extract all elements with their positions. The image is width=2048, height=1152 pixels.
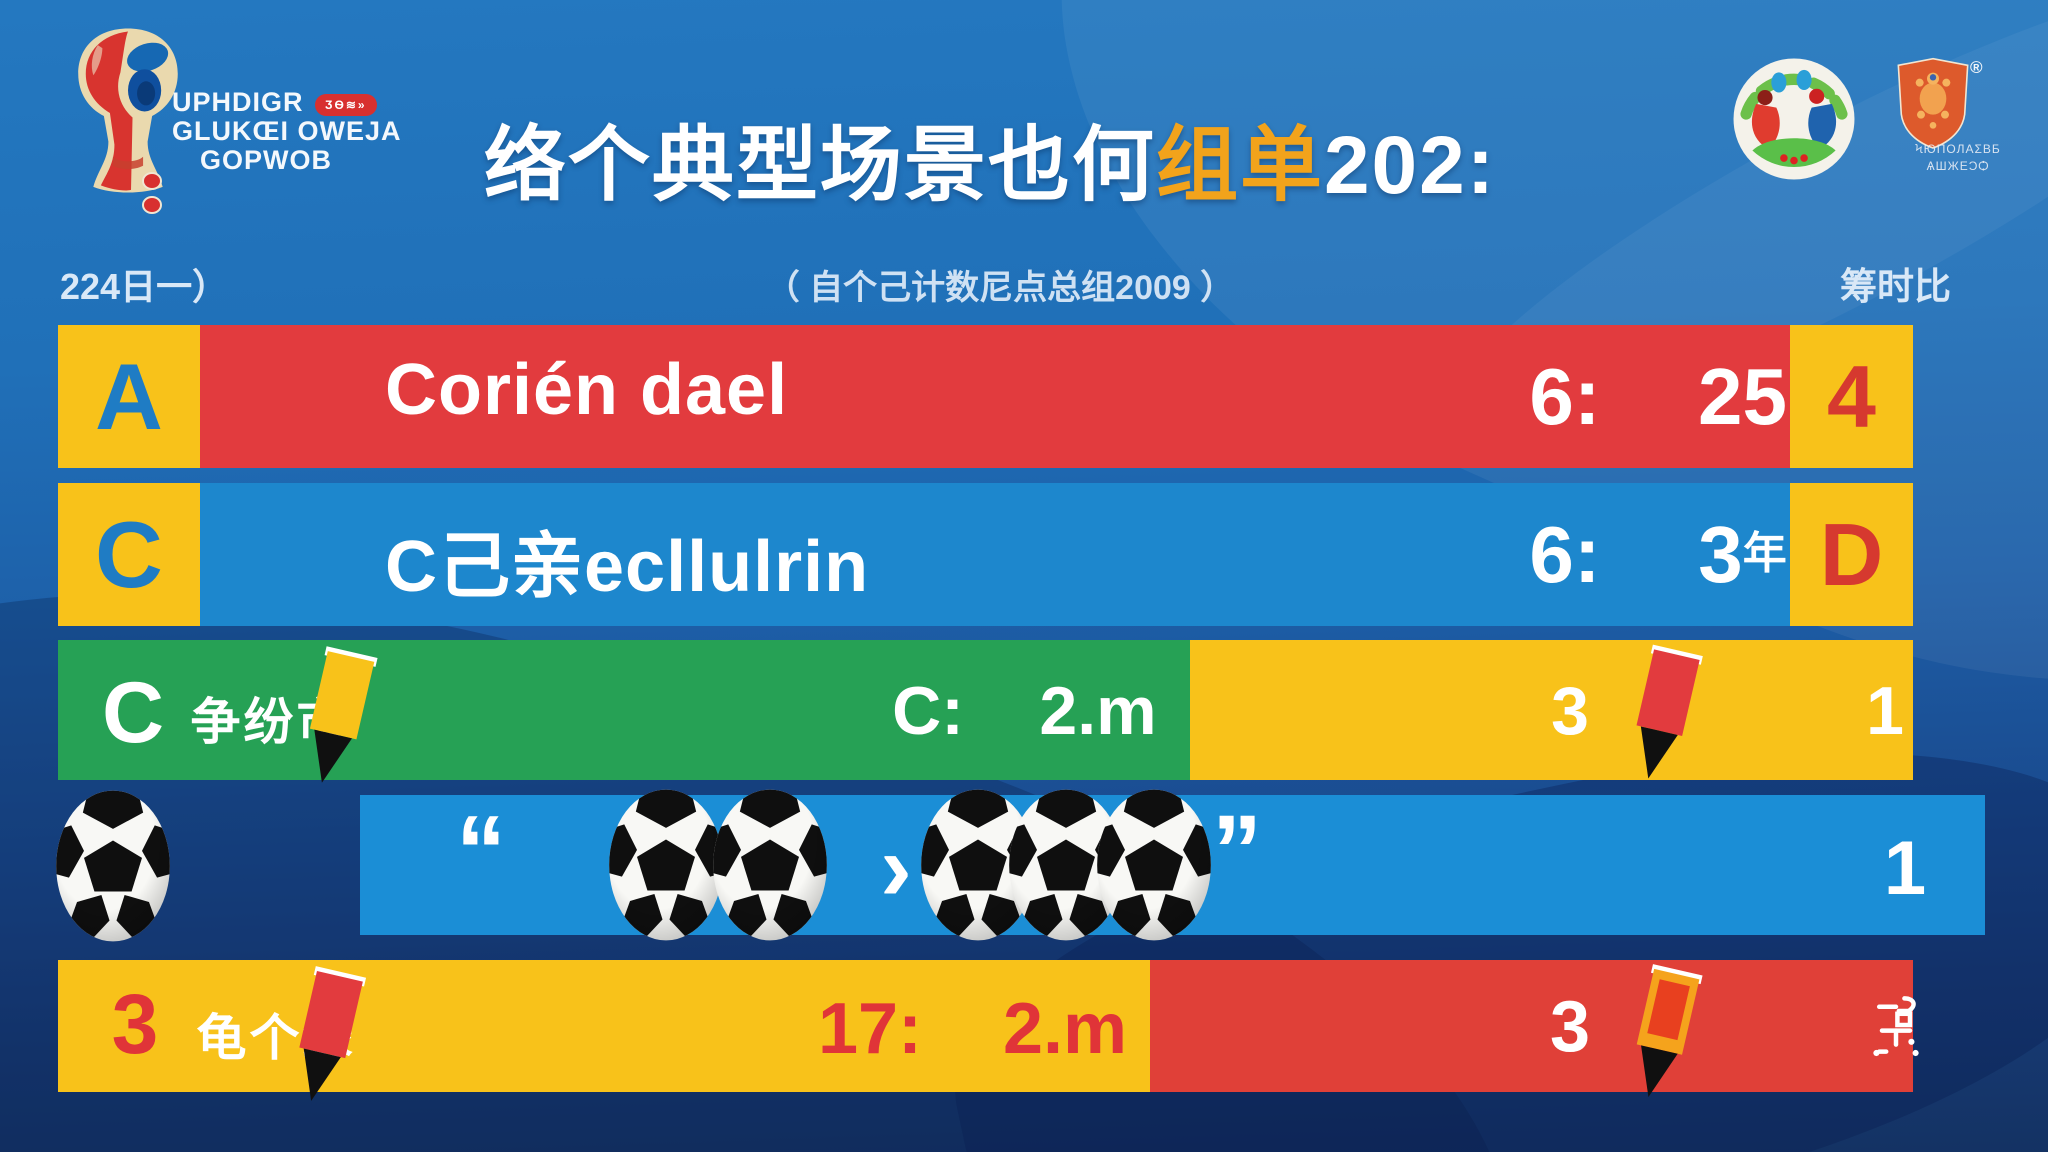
group-letter-cell: A bbox=[58, 325, 200, 468]
team-name: Corién dael bbox=[385, 350, 789, 430]
subheader-right-label: 筹时比 bbox=[1840, 266, 1951, 307]
federation-crest-logo bbox=[1897, 57, 1969, 149]
score-suffix: 年 bbox=[1742, 529, 1787, 578]
row-number: 3 bbox=[111, 977, 159, 1071]
soccer-ball-icon bbox=[1096, 787, 1212, 943]
soccer-ball-icon bbox=[55, 788, 171, 944]
open-quote: “ bbox=[456, 795, 506, 907]
score-left: 6: bbox=[1529, 510, 1601, 599]
yellow-card-icon bbox=[301, 642, 381, 792]
title-accent: 组单 bbox=[1155, 120, 1324, 211]
arrow-icon: › bbox=[880, 814, 912, 921]
time-right: 2.m bbox=[1002, 989, 1128, 1069]
row-badge: 4 bbox=[1827, 346, 1876, 446]
score-right: 25 bbox=[1698, 352, 1787, 441]
brand-text: UPHDIGR GLUKŒI OWEJA GOPWOB bbox=[172, 88, 402, 175]
row-badge-cell: D bbox=[1790, 483, 1913, 626]
registered-mark: ® bbox=[1970, 58, 1983, 77]
red-card-icon bbox=[1628, 640, 1706, 788]
stat-right: 2.m bbox=[1039, 673, 1157, 749]
table-row-group-a: A Corién dael 6: 25 4 bbox=[58, 325, 1913, 468]
row-bar-yellow: 3 龟个绿 17: 2.m bbox=[58, 960, 1150, 1092]
row-bar-balls: “ › ” 1 bbox=[360, 795, 1985, 935]
card-count: 3 bbox=[1551, 673, 1589, 749]
row-tail-value: 1 bbox=[1883, 826, 1927, 911]
row-tail-value: 1 bbox=[1866, 673, 1904, 749]
mini-badge-icon bbox=[142, 172, 162, 214]
row-letter: C bbox=[101, 665, 165, 761]
close-quote: ” bbox=[1212, 795, 1262, 907]
score-number: 3 bbox=[1698, 510, 1743, 599]
orange-card-icon bbox=[1628, 960, 1706, 1106]
row-bar: C己亲ecllulrin 6: 3年 bbox=[200, 483, 1790, 626]
time-left: 17: bbox=[817, 989, 923, 1069]
score-left: 6: bbox=[1529, 352, 1601, 441]
brand-badge: ӠѲ≋» bbox=[315, 94, 377, 116]
title-white: 络个典型场景也何 bbox=[483, 120, 1156, 211]
row-bar-yellow: 3 1 bbox=[1190, 640, 1913, 780]
referee-icon bbox=[1873, 996, 1919, 1057]
group-letter: A bbox=[95, 343, 163, 449]
score-right: 3年 bbox=[1655, 509, 1830, 601]
brand-line-3: GOPWOB bbox=[200, 145, 332, 175]
crest-caption-2: ѦШЖЕϽѺ bbox=[1926, 159, 1990, 173]
table-row-cards: C 争纷市 C: 2.m 3 1 bbox=[58, 640, 1913, 780]
row-bar-green: C 争纷市 C: 2.m bbox=[58, 640, 1190, 780]
table-row-group-c: C C己亲ecllulrin 6: 3年 D bbox=[58, 483, 1913, 626]
brand-line-1: UPHDIGR bbox=[172, 87, 304, 117]
title-suffix: 202: bbox=[1323, 120, 1497, 211]
page-title: 络个典型场景也何组单202: bbox=[400, 98, 1580, 217]
soccer-ball-icon bbox=[608, 787, 724, 943]
stat-left: C: bbox=[892, 673, 964, 749]
row-badge: D bbox=[1819, 504, 1884, 604]
card-count: 3 bbox=[1549, 987, 1591, 1067]
row-bar: Corién dael 6: 25 bbox=[200, 325, 1790, 468]
team-name: C己亲ecllulrin bbox=[385, 527, 870, 607]
group-letter: C bbox=[95, 501, 163, 607]
euro-tournament-logo bbox=[1733, 58, 1855, 180]
soccer-ball-icon bbox=[712, 787, 828, 943]
red-card-icon bbox=[290, 962, 370, 1110]
crest-caption-1: ϞЮПОЛАΣВБ bbox=[1915, 142, 2001, 156]
subheader-left-label: 224日一） bbox=[60, 266, 229, 307]
group-letter-cell: C bbox=[58, 483, 200, 626]
row-badge-cell: 4 bbox=[1790, 325, 1913, 468]
subheader-center-label: （ 自个己计数尼点总组2009 ） bbox=[765, 269, 1235, 307]
row-bar-red: 3 bbox=[1150, 960, 1919, 1092]
table-row-bottom: 3 龟个绿 17: 2.m 3 bbox=[58, 960, 1919, 1092]
world-cup-trophy-logo bbox=[78, 28, 178, 193]
brand-line-2: GLUKŒI OWEJA bbox=[172, 116, 402, 146]
